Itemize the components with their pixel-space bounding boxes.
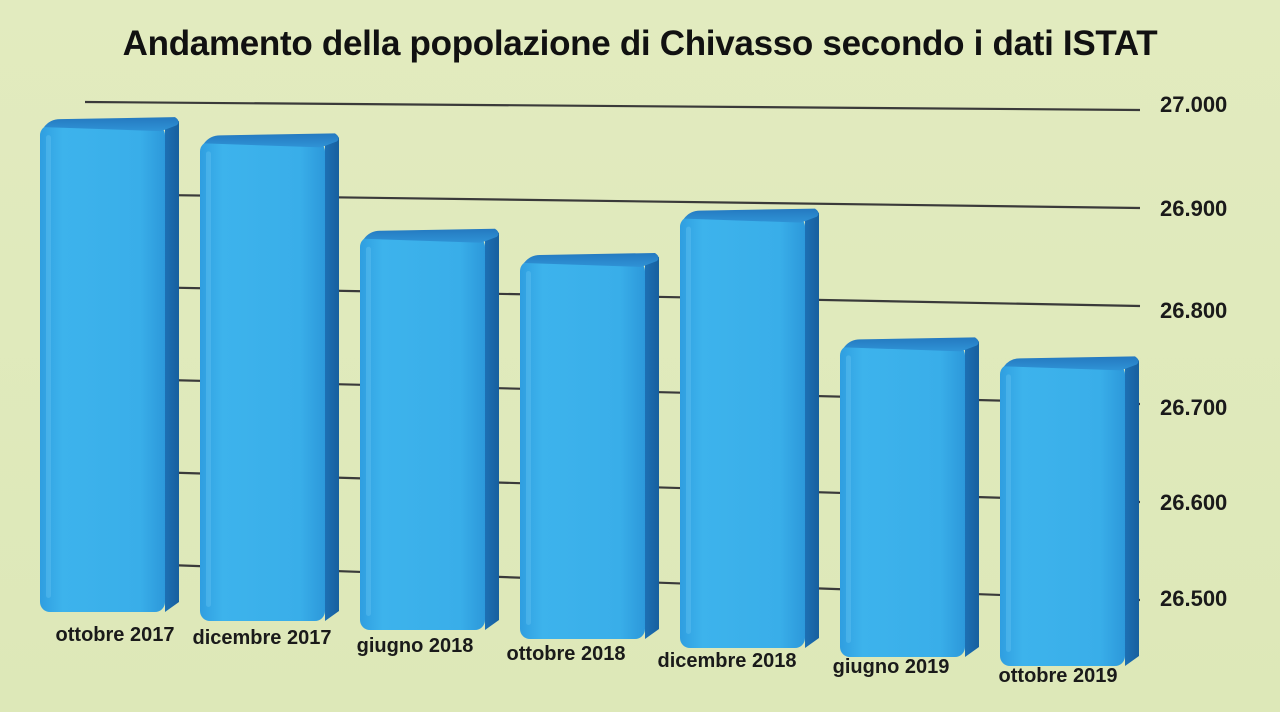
bar (200, 133, 339, 622)
x-tick-label: ottobre 2018 (507, 643, 626, 665)
bar (840, 337, 979, 657)
chart-title: Andamento della popolazione di Chivasso … (122, 24, 1158, 63)
bar-side (965, 341, 979, 657)
y-tick-label: 27.000 (1160, 92, 1227, 117)
bar-top (844, 337, 979, 352)
y-tick-label: 26.500 (1160, 586, 1227, 611)
bar-front (360, 236, 485, 630)
bar-front (200, 141, 325, 622)
bar-top (524, 252, 659, 267)
bar-top (684, 208, 819, 223)
bar-top (44, 117, 179, 132)
gridline (84, 100, 1141, 112)
bar-side (485, 232, 499, 630)
bars (40, 117, 1139, 666)
x-tick-label: giugno 2019 (833, 656, 950, 678)
bar (40, 117, 179, 613)
bar (520, 252, 659, 639)
bar-top (204, 133, 339, 148)
bar-front (680, 216, 805, 649)
bar-side (325, 137, 339, 622)
y-tick-label: 26.800 (1160, 298, 1227, 323)
x-tick-label: ottobre 2019 (999, 665, 1118, 687)
x-tick-label: giugno 2018 (357, 635, 474, 657)
x-tick-label: dicembre 2017 (193, 627, 332, 649)
bar-top (1004, 356, 1139, 371)
bar-front (520, 260, 645, 639)
bar-side (805, 212, 819, 649)
bar (680, 208, 819, 649)
y-tick-label: 26.900 (1160, 196, 1227, 221)
y-tick-label: 26.700 (1160, 395, 1227, 420)
x-tick-label: dicembre 2018 (658, 650, 797, 672)
bar-side (165, 121, 179, 613)
bar-top (364, 228, 499, 243)
bar-front (40, 125, 165, 613)
y-tick-label: 26.600 (1160, 490, 1227, 515)
bar-front (840, 345, 965, 657)
y-axis-ticks: 26.500 26.600 26.700 26.800 26.900 27.000 (1160, 92, 1227, 611)
x-axis-labels: ottobre 2017 dicembre 2017 giugno 2018 otto… (56, 624, 1118, 687)
x-tick-label: ottobre 2017 (56, 624, 175, 646)
bar-side (645, 256, 659, 639)
bar-side (1125, 360, 1139, 666)
bar (360, 228, 499, 630)
bar (1000, 356, 1139, 666)
bar-front (1000, 364, 1125, 666)
